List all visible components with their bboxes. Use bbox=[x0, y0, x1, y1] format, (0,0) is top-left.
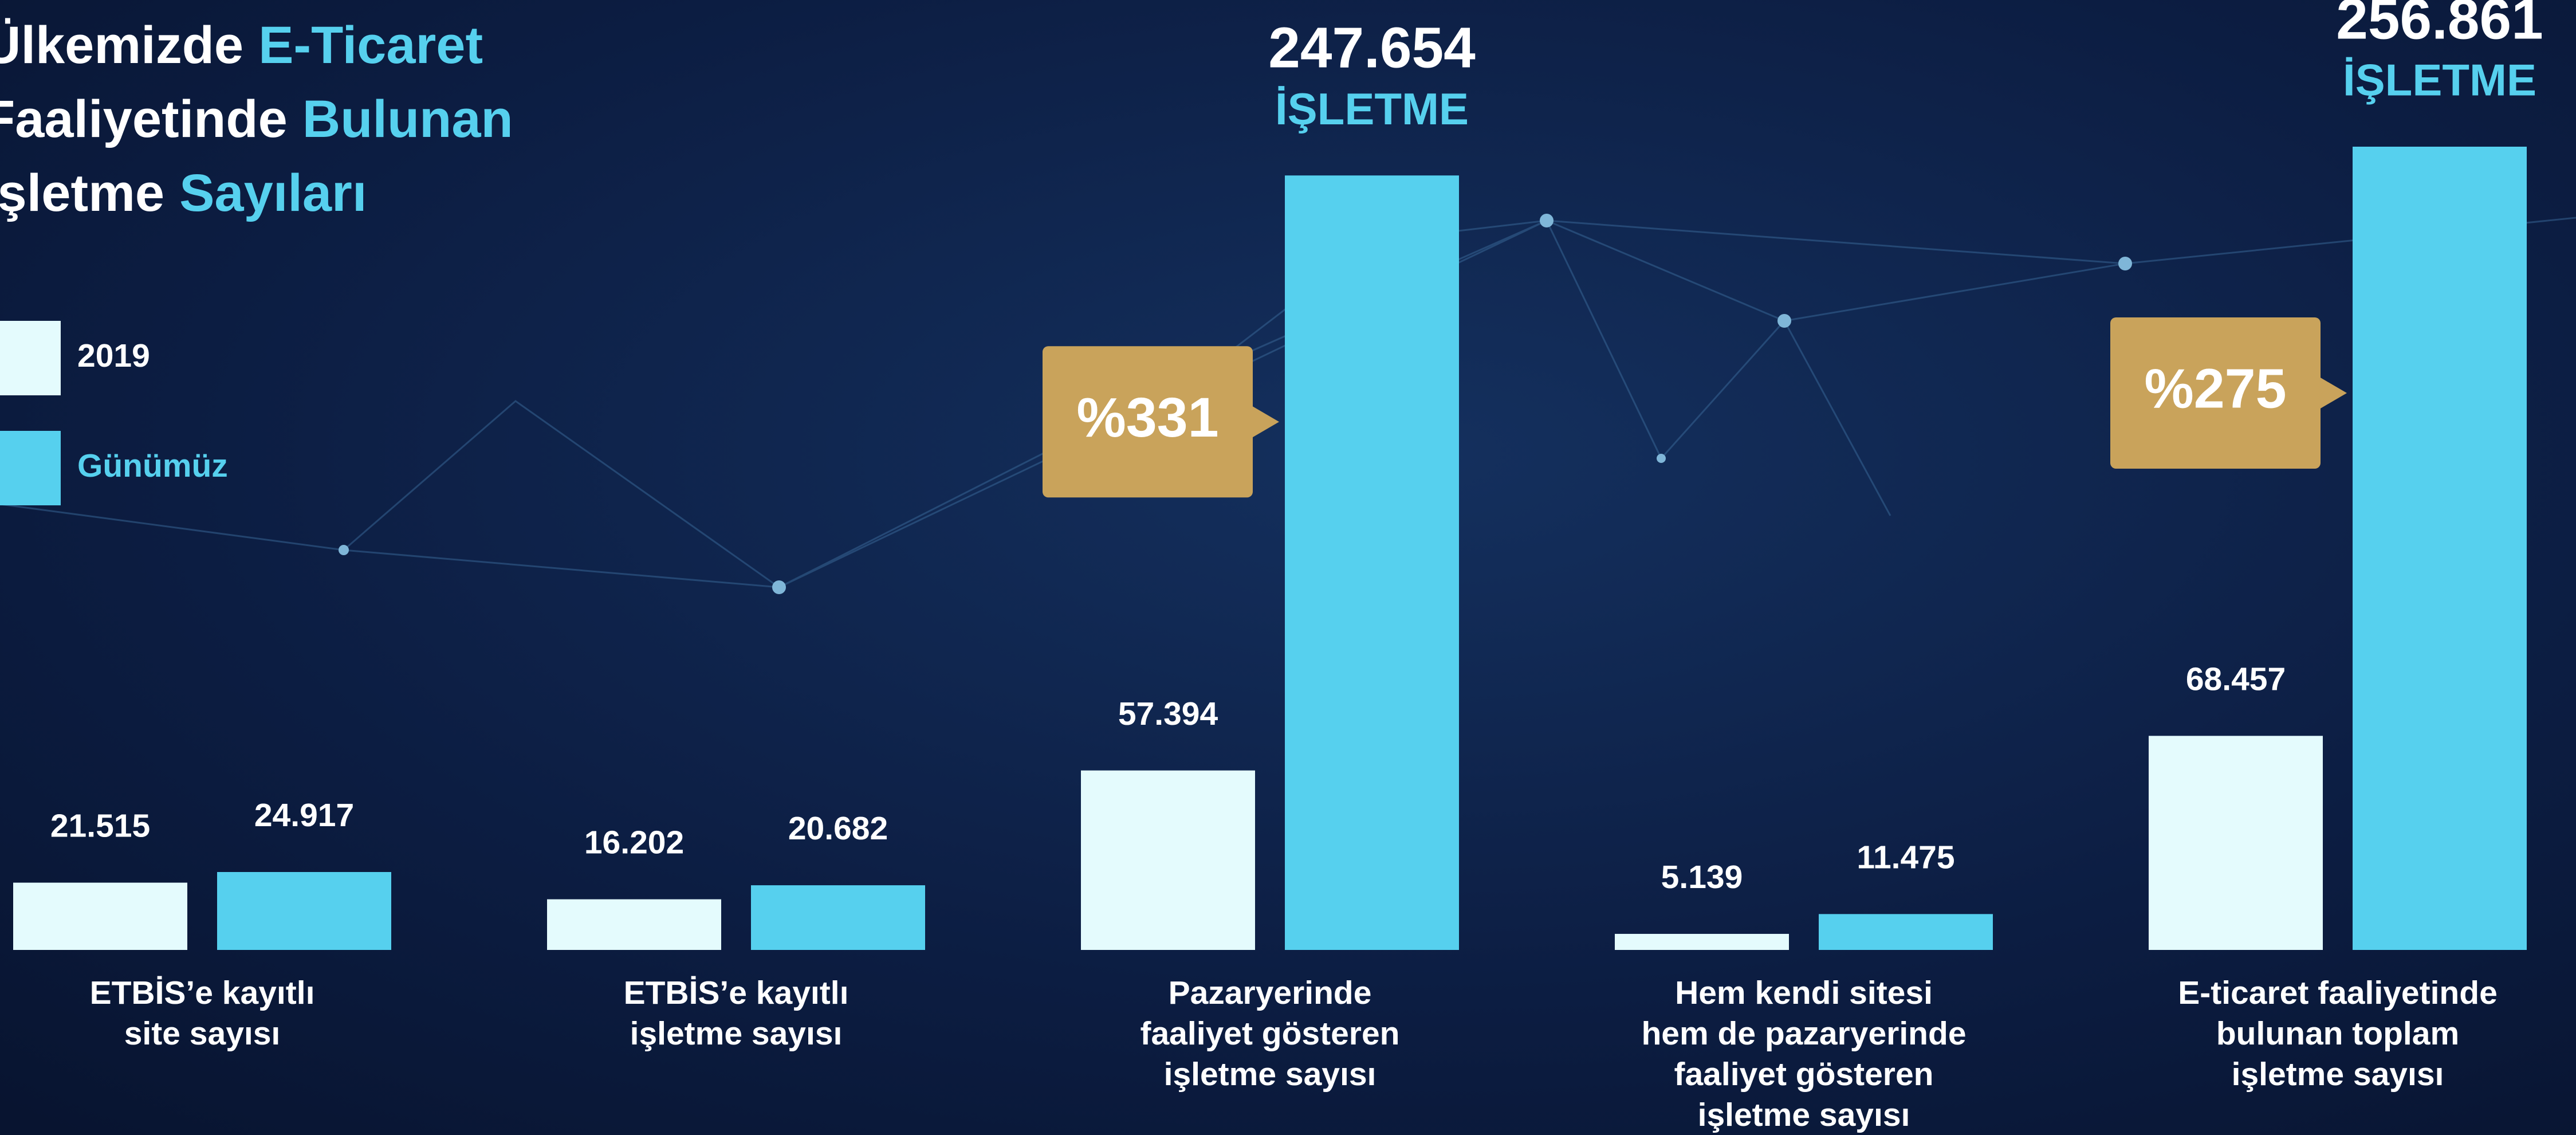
title-word: Ülkemizde bbox=[0, 16, 243, 74]
callout-arrow bbox=[2319, 377, 2347, 409]
value-label: 21.515 bbox=[50, 808, 150, 845]
category-label: Pazaryerinde bbox=[1169, 975, 1372, 1011]
growth-callout: %275 bbox=[2110, 317, 2347, 469]
category-label: site sayısı bbox=[124, 1015, 281, 1052]
value-label: 256.861 bbox=[2336, 0, 2543, 51]
unit-label: İŞLETME bbox=[2343, 55, 2536, 105]
bar bbox=[1819, 914, 1993, 950]
bar bbox=[2353, 147, 2527, 950]
callout-box bbox=[1043, 346, 1253, 498]
growth-label: %331 bbox=[1076, 386, 1218, 449]
growth-label: %275 bbox=[2144, 358, 2286, 420]
category-label: ETBİS’e kayıtlı bbox=[90, 975, 315, 1011]
bar bbox=[1081, 770, 1255, 950]
legend-label: Günümüz bbox=[77, 447, 228, 484]
value-label: 11.475 bbox=[1857, 839, 1954, 875]
value-label: 24.917 bbox=[254, 797, 354, 834]
growth-callout: %331 bbox=[1043, 346, 1279, 498]
title-line: Ülkemizde E-Ticaret bbox=[0, 16, 483, 74]
title-line: İşletme Sayıları bbox=[0, 164, 367, 222]
title-word: Faaliyetinde bbox=[0, 90, 288, 148]
legend-swatch bbox=[0, 431, 61, 505]
category-label: işletme sayısı bbox=[2232, 1056, 2444, 1093]
value-label: 16.202 bbox=[584, 824, 684, 861]
bar bbox=[1285, 175, 1459, 951]
category-label: işletme sayısı bbox=[1698, 1097, 1910, 1133]
category-label: faaliyet gösteren bbox=[1674, 1056, 1934, 1093]
category-label: bulunan toplam bbox=[2216, 1015, 2459, 1052]
value-label: 57.394 bbox=[1118, 696, 1218, 732]
category-label: ETBİS’e kayıtlı bbox=[624, 975, 849, 1011]
network-nodes bbox=[339, 214, 2132, 594]
title-word: Sayıları bbox=[179, 164, 367, 222]
title: Ülkemizde E-Ticaret Faaliyetinde Bulunan İşl… bbox=[0, 16, 513, 222]
bar bbox=[2149, 736, 2323, 950]
legend-swatch bbox=[0, 321, 61, 395]
category-label: faaliyet gösteren bbox=[1140, 1015, 1400, 1052]
value-label: 247.654 bbox=[1268, 16, 1476, 80]
category-label: Hem kendi sitesi bbox=[1675, 975, 1933, 1011]
value-label: 20.682 bbox=[788, 810, 888, 847]
legend-label: 2019 bbox=[77, 337, 150, 374]
bar bbox=[13, 882, 187, 950]
category-label: işletme sayısı bbox=[630, 1015, 843, 1052]
title-word: E-Ticaret bbox=[258, 16, 483, 74]
bar bbox=[751, 885, 925, 950]
plot: 21.515 24.917 ETBİS’e kayıtlı site sayısı 16… bbox=[13, 0, 2543, 1133]
category-label: işletme sayısı bbox=[1164, 1056, 1377, 1093]
callout-box bbox=[2110, 317, 2321, 469]
value-label: 5.139 bbox=[1661, 859, 1743, 896]
title-word: Bulunan bbox=[302, 90, 513, 148]
legend: 2019 Günümüz bbox=[0, 321, 228, 505]
value-label: 68.457 bbox=[2186, 661, 2286, 697]
title-line: Faaliyetinde Bulunan bbox=[0, 90, 513, 148]
title-word: İşletme bbox=[0, 164, 164, 222]
bar bbox=[1615, 933, 1789, 950]
unit-label: İŞLETME bbox=[1275, 84, 1469, 134]
bar bbox=[217, 871, 391, 950]
bar bbox=[547, 899, 721, 950]
category-label: hem de pazaryerinde bbox=[1641, 1015, 1966, 1052]
category-label: E-ticaret faaliyetinde bbox=[2178, 975, 2498, 1011]
callout-arrow bbox=[1252, 406, 1279, 438]
